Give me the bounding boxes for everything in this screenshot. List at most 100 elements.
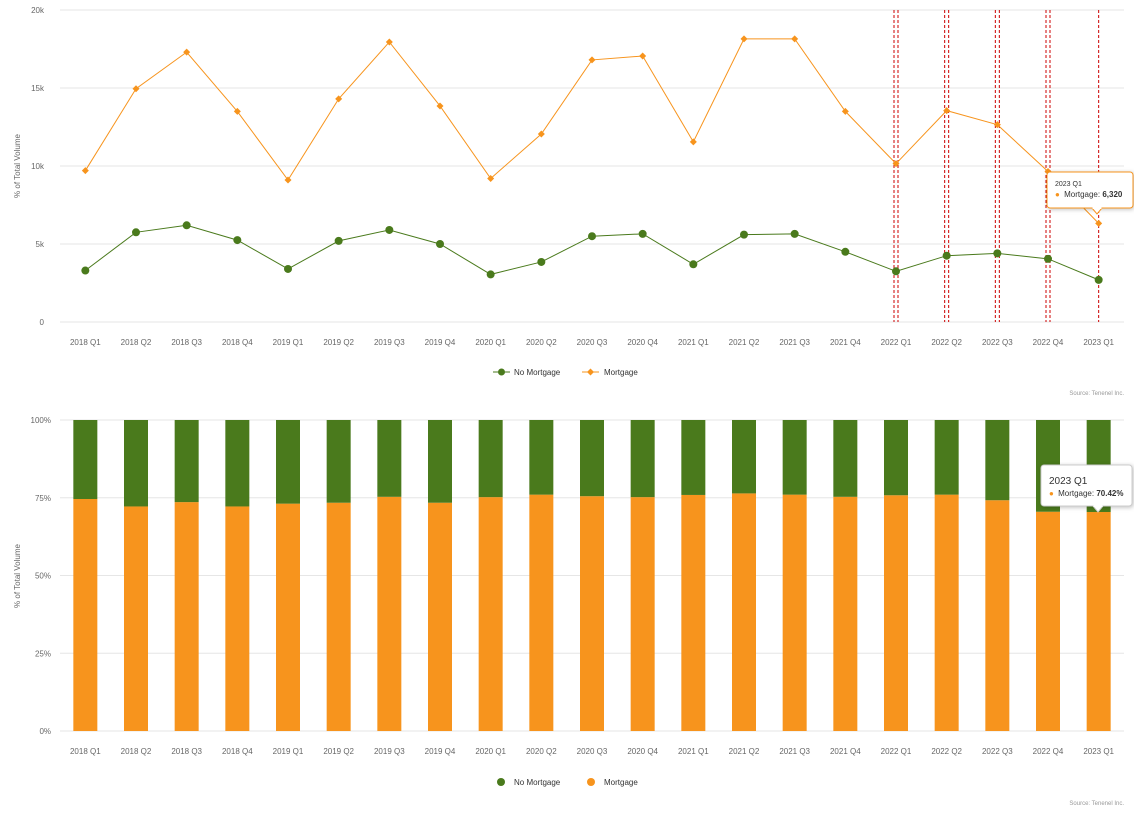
legend-mortgage-label[interactable]: Mortgage <box>604 368 638 377</box>
line-chart-y-axis-label: % of Total Volume <box>13 134 22 198</box>
bar-mortgage-2022-q4[interactable] <box>1036 511 1060 731</box>
point-mortgage-2021-q4[interactable] <box>841 107 849 115</box>
bar-no-mortgage-2018-q1[interactable] <box>73 420 98 499</box>
bar-no-mortgage-2020-q1[interactable] <box>478 420 503 498</box>
bar-chart-legend[interactable]: No Mortgage Mortgage <box>497 778 638 787</box>
legend-no-mortgage-label[interactable]: No Mortgage <box>514 778 561 787</box>
bar-no-mortgage-2021-q2[interactable] <box>732 420 756 494</box>
bar-mortgage-2018-q2[interactable] <box>124 506 148 731</box>
point-mortgage-2018-q4[interactable] <box>233 107 241 115</box>
legend-no-mortgage-label[interactable]: No Mortgage <box>514 368 561 377</box>
bar-mortgage-2018-q4[interactable] <box>225 506 250 731</box>
point-no-mortgage-2020-q2[interactable] <box>537 257 546 266</box>
bar-no-mortgage-2022-q3[interactable] <box>985 420 1010 501</box>
point-mortgage-2018-q1[interactable] <box>81 167 89 175</box>
point-no-mortgage-2019-q2[interactable] <box>334 236 343 245</box>
bar-no-mortgage-2020-q2[interactable] <box>529 420 554 495</box>
bar-mortgage-2019-q2[interactable] <box>326 502 351 731</box>
bar-mortgage-2018-q1[interactable] <box>73 498 98 731</box>
point-no-mortgage-2018-q3[interactable] <box>182 221 191 230</box>
point-no-mortgage-2021-q2[interactable] <box>740 230 748 239</box>
point-no-mortgage-2020-q3[interactable] <box>588 232 596 241</box>
point-mortgage-2022-q3[interactable] <box>993 121 1001 129</box>
point-mortgage-2021-q3[interactable] <box>791 35 799 43</box>
line-x-tick-2023-q1: 2023 Q1 <box>1083 338 1114 347</box>
bar-no-mortgage-2019-q1[interactable] <box>276 420 300 504</box>
point-mortgage-2018-q2[interactable] <box>132 85 140 93</box>
bar-mortgage-2020-q4[interactable] <box>630 497 655 731</box>
bar-no-mortgage-2019-q4[interactable] <box>428 420 452 503</box>
line-x-tick-2020-q3: 2020 Q3 <box>577 338 608 347</box>
legend-mortgage-marker <box>587 778 595 786</box>
bar-mortgage-2022-q1[interactable] <box>884 495 908 731</box>
line-y-tick-5k: 5k <box>36 240 45 249</box>
point-no-mortgage-2019-q1[interactable] <box>284 264 292 273</box>
bar-mortgage-2019-q4[interactable] <box>428 502 452 731</box>
point-mortgage-2022-q1[interactable] <box>892 160 900 168</box>
point-no-mortgage-2019-q4[interactable] <box>436 240 444 248</box>
point-mortgage-2019-q2[interactable] <box>335 95 343 103</box>
point-mortgage-2020-q4[interactable] <box>639 52 647 60</box>
point-mortgage-2022-q2[interactable] <box>943 107 951 115</box>
point-no-mortgage-2022-q3[interactable] <box>993 249 1002 258</box>
bar-no-mortgage-2018-q3[interactable] <box>174 420 199 503</box>
point-mortgage-2018-q3[interactable] <box>183 48 191 56</box>
point-mortgage-2019-q1[interactable] <box>284 176 292 184</box>
bar-no-mortgage-2018-q2[interactable] <box>124 420 148 507</box>
point-no-mortgage-2022-q4[interactable] <box>1044 254 1052 263</box>
bar-mortgage-2021-q3[interactable] <box>782 494 807 731</box>
bar-mortgage-2022-q2[interactable] <box>934 494 959 731</box>
bar-no-mortgage-2022-q1[interactable] <box>884 420 908 496</box>
bar-no-mortgage-2021-q3[interactable] <box>782 420 807 495</box>
bar-mortgage-2021-q1[interactable] <box>681 494 706 731</box>
bar-chart-y-axis-label: % of Total Volume <box>13 544 22 608</box>
line-x-tick-2019-q2: 2019 Q2 <box>323 338 354 347</box>
point-mortgage-2021-q1[interactable] <box>689 138 697 146</box>
bar-mortgage-2021-q2[interactable] <box>732 493 756 731</box>
bar-mortgage-2022-q3[interactable] <box>985 500 1010 731</box>
point-no-mortgage-2018-q4[interactable] <box>233 236 242 245</box>
bar-mortgage-2021-q4[interactable] <box>833 496 858 731</box>
line-x-tick-2019-q4: 2019 Q4 <box>425 338 456 347</box>
bar-no-mortgage-2021-q1[interactable] <box>681 420 706 495</box>
bar-mortgage-2020-q1[interactable] <box>478 497 503 731</box>
point-mortgage-2019-q4[interactable] <box>436 102 444 110</box>
bar-x-tick-2019-q3: 2019 Q3 <box>374 747 405 756</box>
point-no-mortgage-2021-q1[interactable] <box>689 260 698 269</box>
point-mortgage-2020-q3[interactable] <box>588 56 596 64</box>
legend-mortgage-label[interactable]: Mortgage <box>604 778 638 787</box>
bar-no-mortgage-2020-q3[interactable] <box>580 420 604 497</box>
point-no-mortgage-2021-q4[interactable] <box>841 247 850 256</box>
line-chart-legend[interactable]: No Mortgage Mortgage <box>493 368 638 377</box>
bar-no-mortgage-2019-q3[interactable] <box>377 420 402 497</box>
line-x-tick-2018-q3: 2018 Q3 <box>171 338 202 347</box>
bar-mortgage-2019-q3[interactable] <box>377 496 402 731</box>
point-no-mortgage-2018-q2[interactable] <box>132 228 140 237</box>
point-no-mortgage-2018-q1[interactable] <box>81 266 90 275</box>
bar-no-mortgage-2019-q2[interactable] <box>326 420 351 503</box>
point-mortgage-2019-q3[interactable] <box>385 38 393 46</box>
point-no-mortgage-2019-q3[interactable] <box>385 225 394 234</box>
point-mortgage-2021-q2[interactable] <box>740 35 748 43</box>
bar-no-mortgage-2021-q4[interactable] <box>833 420 858 497</box>
bar-mortgage-2019-q1[interactable] <box>276 503 300 731</box>
bar-mortgage-2023-q1[interactable] <box>1086 511 1111 731</box>
point-mortgage-2020-q2[interactable] <box>537 130 545 138</box>
point-no-mortgage-2022-q1[interactable] <box>892 267 900 276</box>
bar-mortgage-2020-q2[interactable] <box>529 494 554 731</box>
bar-mortgage-2020-q3[interactable] <box>580 496 604 731</box>
point-no-mortgage-2020-q1[interactable] <box>486 270 495 279</box>
point-mortgage-2020-q1[interactable] <box>487 174 495 182</box>
point-no-mortgage-2021-q3[interactable] <box>790 229 799 238</box>
bar-tooltip-value: 70.42% <box>1096 489 1123 498</box>
series-line-mortgage <box>84 38 1100 224</box>
bar-mortgage-2018-q3[interactable] <box>174 502 199 731</box>
point-mortgage-2023-q1[interactable] <box>1095 219 1103 227</box>
point-no-mortgage-2020-q4[interactable] <box>638 229 647 238</box>
bar-no-mortgage-2020-q4[interactable] <box>630 420 655 498</box>
point-no-mortgage-2022-q2[interactable] <box>942 251 951 260</box>
bar-no-mortgage-2022-q2[interactable] <box>934 420 959 495</box>
point-no-mortgage-2023-q1[interactable] <box>1094 275 1103 284</box>
bar-no-mortgage-2018-q4[interactable] <box>225 420 250 507</box>
